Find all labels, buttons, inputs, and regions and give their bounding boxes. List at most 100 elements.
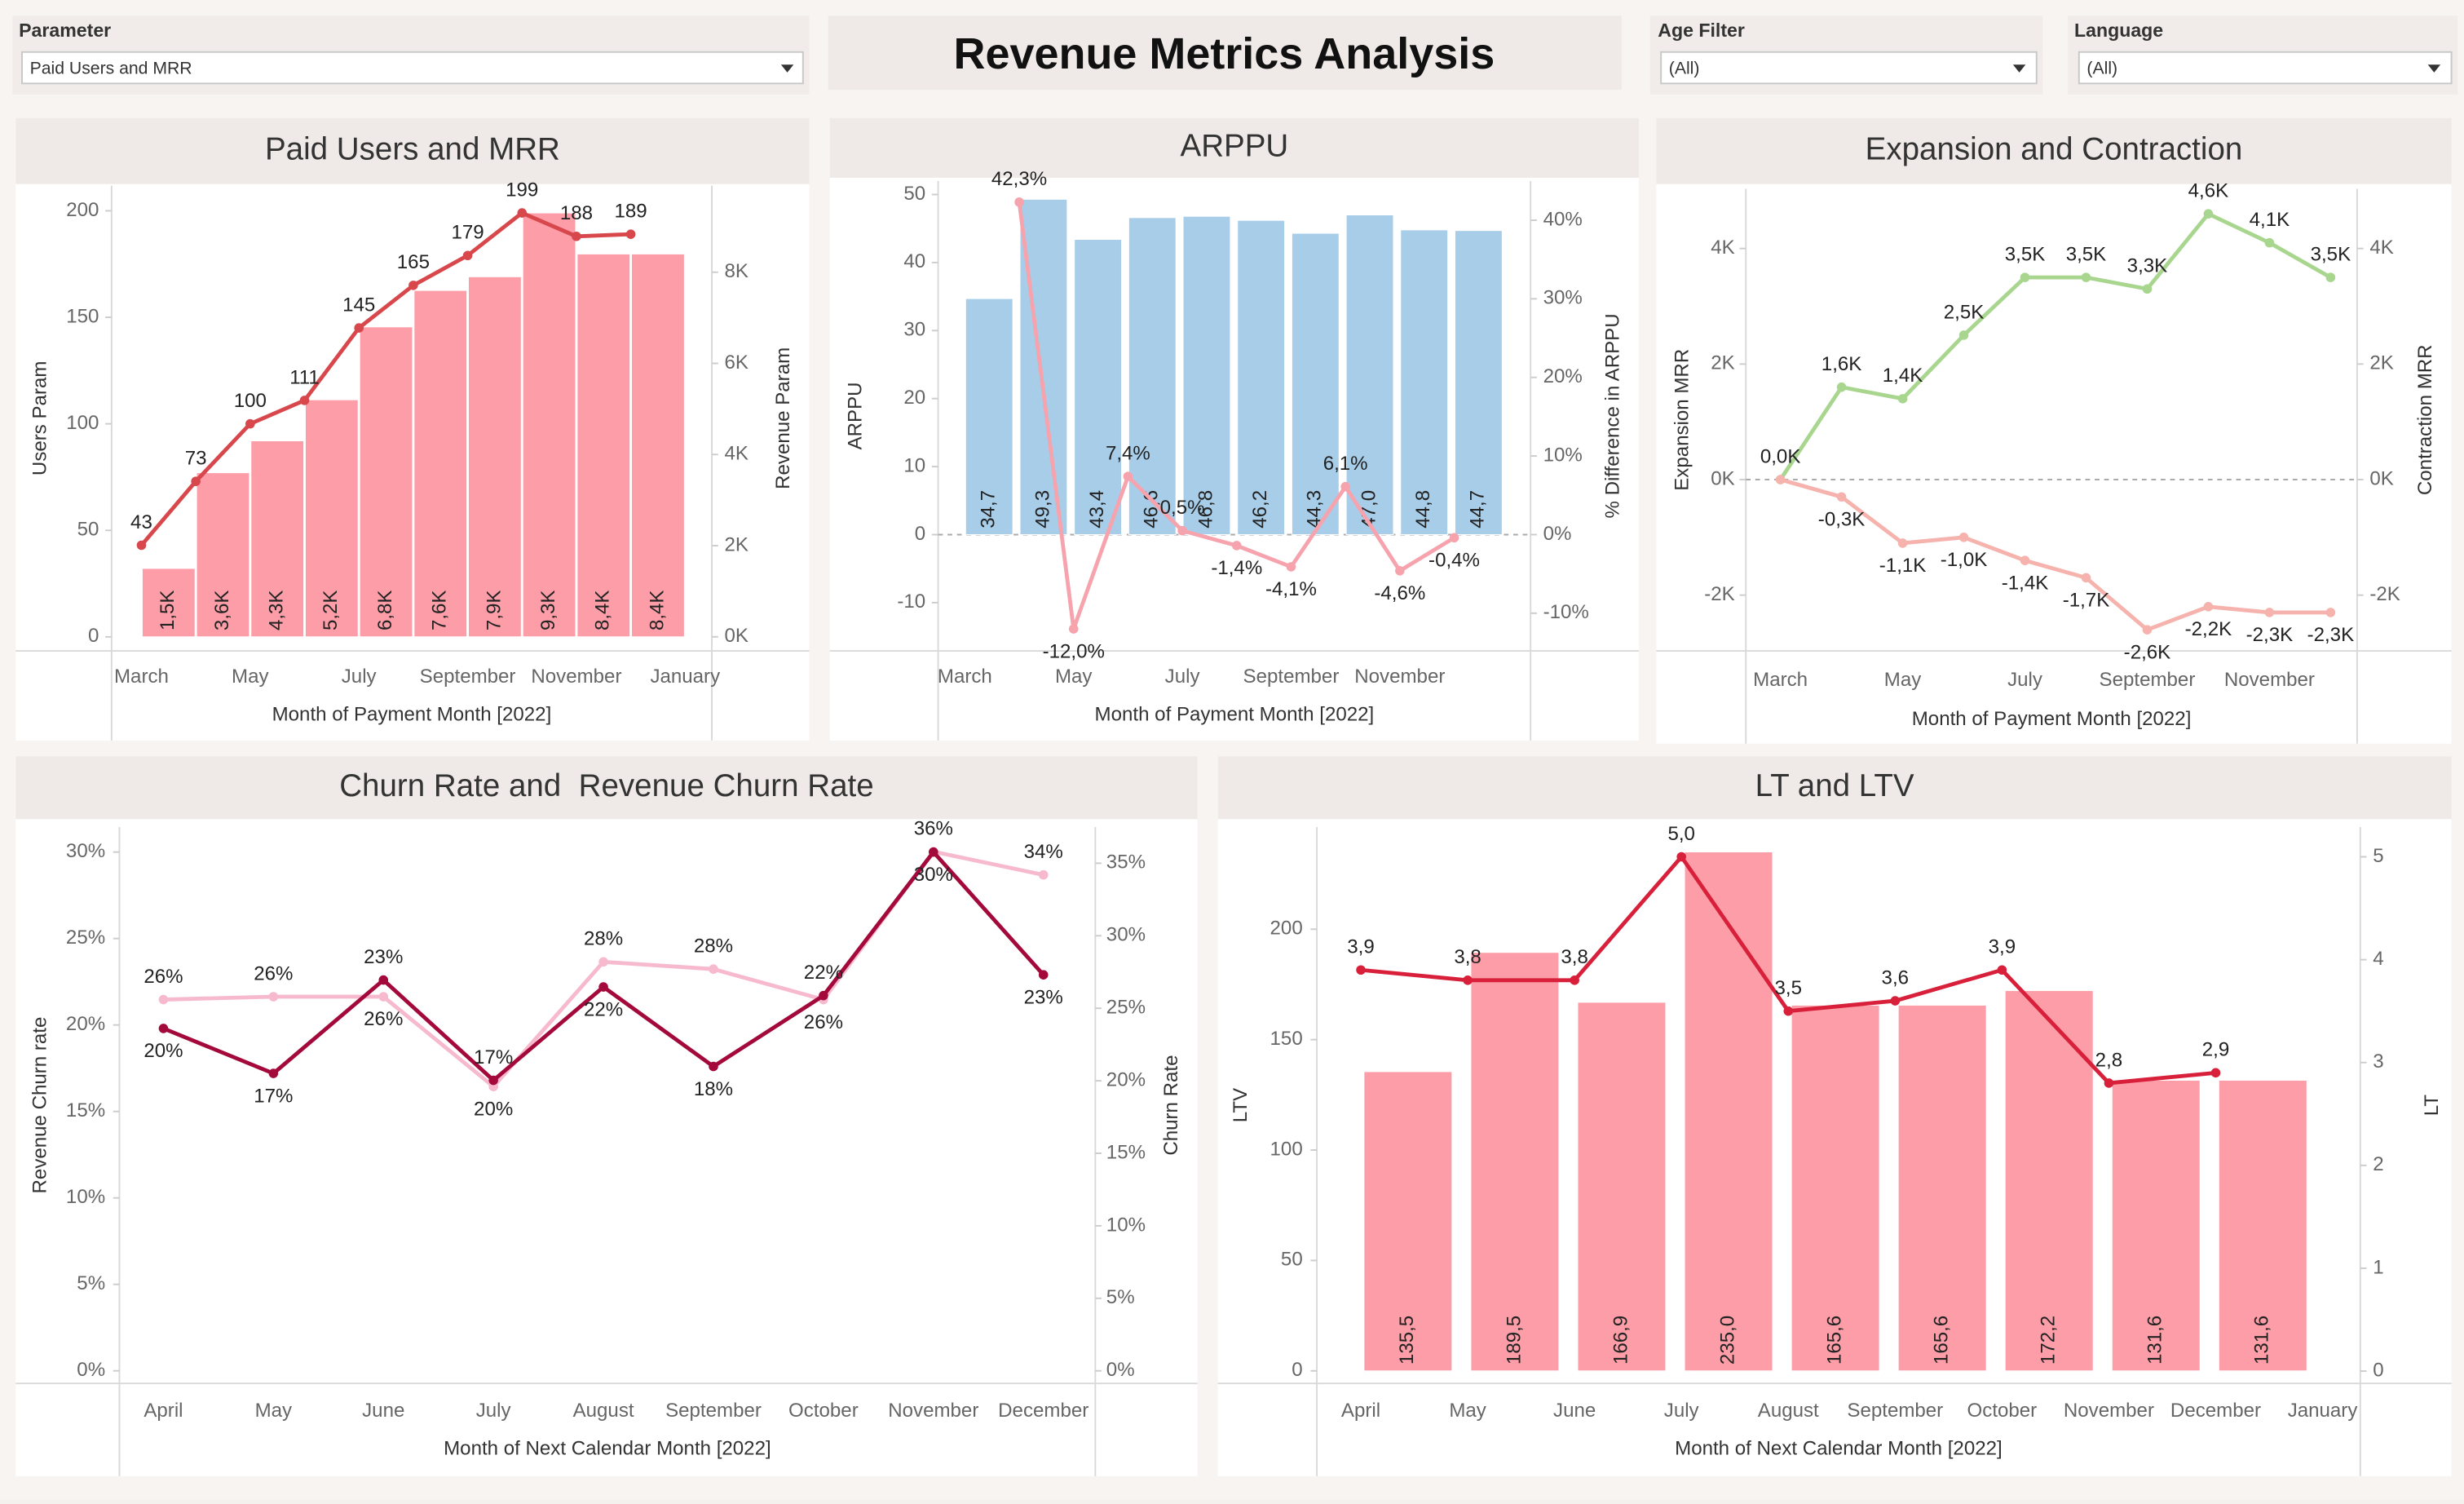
line-point bbox=[1958, 330, 1969, 340]
line-point bbox=[2020, 555, 2030, 565]
y-tick-label: 20 bbox=[903, 387, 925, 409]
bar bbox=[1345, 215, 1394, 535]
bar bbox=[1897, 1004, 1987, 1372]
y2-axis-title: Churn Rate bbox=[1160, 1055, 1182, 1155]
bar-value-label: 44,7 bbox=[1467, 490, 1489, 529]
bar bbox=[2218, 1079, 2307, 1372]
y-tick-label: 25% bbox=[66, 927, 105, 949]
point-value-label: 4,1K bbox=[2250, 209, 2290, 231]
line-point bbox=[2142, 284, 2153, 294]
y2-tick-label: 2 bbox=[2373, 1153, 2383, 1175]
line-point bbox=[1836, 382, 1847, 392]
line-point bbox=[268, 992, 279, 1002]
point-value-label: 3,5 bbox=[1775, 977, 1802, 999]
line-point bbox=[2325, 608, 2336, 617]
line-point bbox=[1897, 538, 1908, 548]
line-point bbox=[1997, 965, 2007, 975]
line-point bbox=[158, 1024, 169, 1033]
line-point bbox=[245, 418, 255, 429]
bar-value-label: 135,5 bbox=[1396, 1316, 1418, 1365]
point-value-label: -2,3K bbox=[2246, 624, 2294, 646]
point-value-label: 26% bbox=[254, 962, 293, 984]
bar-value-label: 44,8 bbox=[1412, 490, 1434, 529]
y-tick-label: 0 bbox=[1292, 1359, 1302, 1381]
point-value-label: 22% bbox=[804, 962, 843, 984]
x-tick-label: September bbox=[1847, 1400, 1943, 1422]
bar-value-label: 46,8 bbox=[1194, 490, 1217, 529]
line-point bbox=[1038, 970, 1049, 980]
point-value-label: 3,8 bbox=[1561, 946, 1587, 968]
y-tick-label: 100 bbox=[1270, 1138, 1303, 1160]
y2-tick-label: 30% bbox=[1106, 924, 1146, 946]
line-point bbox=[2142, 625, 2153, 635]
y2-tick-label: 6K bbox=[724, 352, 748, 374]
x-tick-label: May bbox=[1884, 669, 1921, 691]
line-point bbox=[2210, 1068, 2221, 1078]
line-point bbox=[408, 281, 418, 290]
y-tick-label: 4K bbox=[1711, 237, 1734, 259]
line-point bbox=[2081, 272, 2091, 282]
line-point bbox=[191, 476, 201, 486]
x-tick-label: March bbox=[1753, 669, 1808, 691]
point-value-label: 3,9 bbox=[1347, 936, 1374, 958]
point-value-label: 20% bbox=[144, 1040, 183, 1062]
line-point bbox=[299, 396, 310, 405]
line-point bbox=[1038, 869, 1049, 880]
point-value-label: 3,6 bbox=[1882, 967, 1909, 989]
dropdown-value: Paid Users and MRR bbox=[30, 60, 192, 78]
y2-tick-label: 15% bbox=[1106, 1141, 1146, 1163]
y-tick-label: 0 bbox=[915, 523, 925, 545]
bar bbox=[965, 298, 1013, 535]
line-point bbox=[2104, 1078, 2114, 1088]
bar bbox=[2111, 1079, 2201, 1372]
point-value-label: 145 bbox=[342, 294, 375, 316]
y-axis-title: ARPPU bbox=[845, 382, 867, 449]
dropdown-arrow bbox=[2427, 64, 2441, 73]
y2-tick-label: 10% bbox=[1106, 1214, 1146, 1236]
x-tick-label: December bbox=[2170, 1400, 2261, 1422]
bar bbox=[413, 290, 468, 638]
y-tick-label: 50 bbox=[903, 183, 925, 205]
dropdown[interactable] bbox=[21, 51, 804, 85]
x-axis-title: Month of Next Calendar Month [2022] bbox=[444, 1438, 771, 1460]
chart-title: Expansion and Contraction bbox=[1866, 131, 2243, 166]
line-point bbox=[2325, 272, 2336, 282]
y-axis-title: Users Param bbox=[29, 361, 51, 476]
chart-title: ARPPU bbox=[1181, 129, 1289, 164]
line-point bbox=[2264, 608, 2275, 617]
title-box bbox=[828, 15, 1622, 91]
y2-tick-label: 35% bbox=[1106, 852, 1146, 874]
line-point bbox=[1897, 394, 1908, 404]
line-point bbox=[1068, 624, 1079, 634]
x-axis-title: Month of Next Calendar Month [2022] bbox=[1675, 1438, 2003, 1460]
bar-value-label: 6,8K bbox=[374, 591, 396, 631]
point-value-label: 199 bbox=[506, 179, 538, 201]
bar-value-label: 166,9 bbox=[1610, 1316, 1632, 1365]
x-tick-label: May bbox=[1055, 666, 1093, 688]
x-tick-label: January bbox=[2288, 1400, 2358, 1422]
y-tick-label: 2K bbox=[1711, 352, 1734, 374]
y2-tick-label: 4 bbox=[2373, 948, 2383, 970]
y2-tick-label: 8K bbox=[724, 260, 748, 282]
line-point bbox=[1014, 197, 1024, 207]
filter-label: Age Filter bbox=[1658, 20, 1745, 41]
point-value-label: 179 bbox=[451, 222, 484, 244]
line-point bbox=[572, 231, 581, 241]
bar bbox=[1400, 229, 1449, 535]
point-value-label: -1,0K bbox=[1941, 549, 1988, 571]
dropdown[interactable] bbox=[2078, 51, 2453, 85]
point-value-label: 3,5K bbox=[2005, 243, 2046, 265]
point-value-label: 28% bbox=[584, 928, 623, 950]
point-value-label: 2,9 bbox=[2202, 1039, 2229, 1061]
line-point bbox=[598, 982, 608, 992]
y2-tick-label: 20% bbox=[1543, 365, 1583, 387]
x-tick-label: October bbox=[1967, 1400, 2038, 1422]
point-value-label: 0,5% bbox=[1160, 497, 1205, 519]
y2-tick-label: 0% bbox=[1106, 1359, 1135, 1381]
line-point bbox=[378, 975, 389, 985]
dropdown-arrow bbox=[780, 64, 794, 73]
dropdown[interactable] bbox=[1660, 51, 2038, 85]
x-tick-label: July bbox=[476, 1400, 511, 1422]
